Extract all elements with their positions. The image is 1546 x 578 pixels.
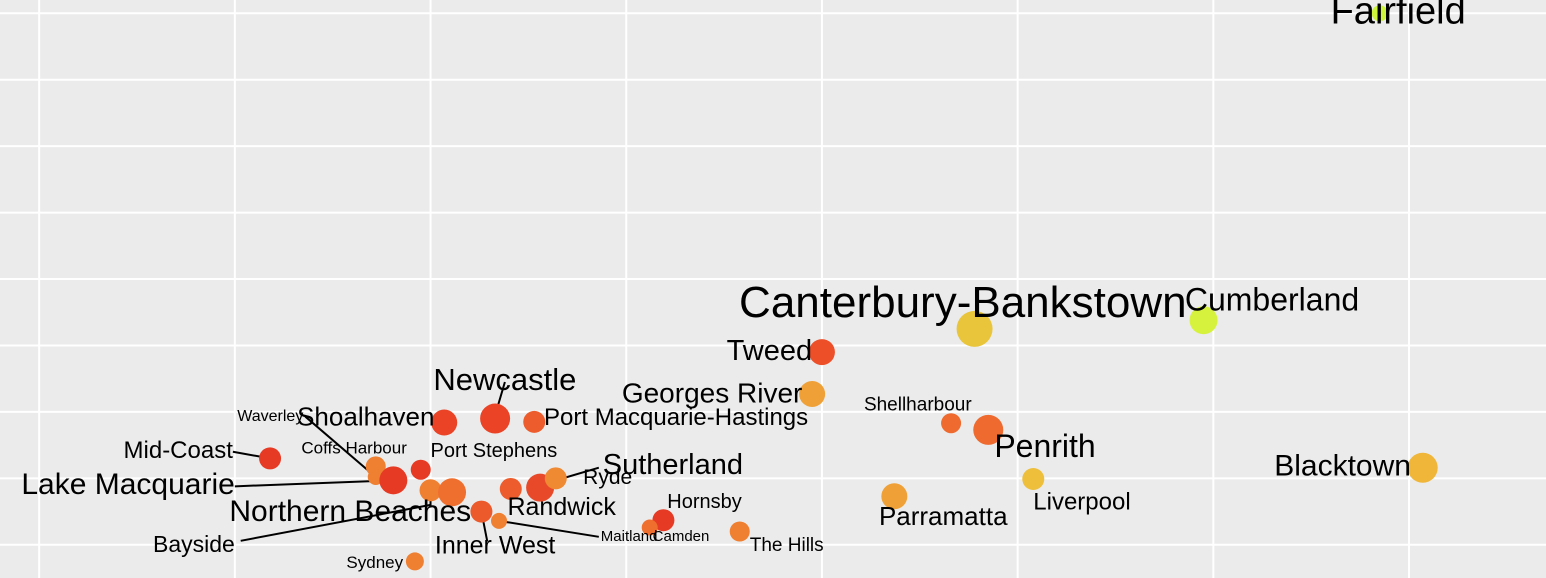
point-label-the-hills: The Hills (750, 535, 824, 556)
point-georges-river (799, 380, 826, 407)
point-shellhardour-2 (973, 414, 1004, 445)
point-label-port-macquarie-hastings: Port Macquarie-Hastings (544, 404, 808, 431)
point-canterbury-bankstown (956, 310, 993, 347)
point-northern-beaches (438, 478, 467, 507)
point-label-waverley: Waverley (237, 408, 303, 425)
point-shellhardour (941, 413, 962, 434)
point-liverpool (1022, 468, 1045, 491)
point-randwick-a (499, 477, 522, 500)
point-label-sydney: Sydney (346, 553, 403, 572)
point-label-georges-river: Georges River (622, 378, 803, 409)
point-maitland (491, 512, 508, 529)
point-tweed (808, 339, 835, 366)
leader-line-lake-macquarie (234, 479, 394, 488)
point-label-penrith: Penrith (994, 428, 1095, 464)
point-port-macquarie-hastings (523, 410, 546, 433)
point-label-blacktown: Blacktown (1274, 450, 1411, 483)
point-label-maitland: Maitland (601, 528, 658, 545)
point-label-mid-coast: Mid-Coast (124, 437, 234, 464)
leader-line-bayside (240, 503, 431, 542)
point-lake-macquarie (379, 466, 408, 495)
point-label-parramatta: Parramatta (879, 501, 1008, 531)
point-parramatta (881, 483, 908, 510)
point-label-coffs-harbour: Coffs Harbour (301, 439, 407, 458)
point-label-inner-west: Inner West (435, 531, 555, 559)
point-hornsby (652, 509, 675, 532)
data-points (259, 5, 1438, 571)
point-label-hornsby: Hornsby (667, 491, 741, 513)
point-northern-beaches-a (419, 479, 442, 502)
point-newcastle (480, 403, 511, 434)
point-label-liverpool: Liverpool (1033, 488, 1130, 515)
point-cumberland (1189, 306, 1218, 335)
point-label-camden: Camden (653, 528, 710, 545)
leader-line-maitland (498, 519, 599, 538)
point-label-bayside: Bayside (153, 531, 235, 557)
point-mid-coast (259, 447, 282, 470)
point-ryde (544, 467, 567, 490)
point-label-randwick: Randwick (507, 493, 616, 521)
point-label-northern-beaches: Northern Beaches (229, 495, 471, 528)
leader-line-waverley (304, 415, 377, 478)
point-label-shellharbour: Shellharbour (864, 394, 972, 415)
point-label-lake-macquarie: Lake Macquarie (21, 468, 234, 501)
point-label-port-stephens: Port Stephens (431, 440, 558, 462)
point-label-fairfield: Fairfield (1331, 0, 1466, 32)
point-label-sutherland: Sutherland (603, 449, 743, 481)
point-label-ryde: Ryde (583, 466, 632, 489)
point-label-newcastle: Newcastle (433, 362, 576, 397)
point-blacktown (1407, 452, 1438, 483)
point-label-shoalhaven: Shoalhaven (297, 401, 434, 431)
point-label-canterbury-bankstown: Canterbury-Bankstown (739, 278, 1187, 327)
point-fairfield (1371, 5, 1388, 22)
point-port-stephens (410, 459, 431, 480)
point-the-hills (729, 521, 750, 542)
point-label-tweed: Tweed (727, 335, 812, 367)
point-shoalhaven (431, 409, 458, 436)
point-camden (641, 519, 658, 536)
point-randwick (470, 500, 493, 523)
point-label-cumberland: Cumberland (1185, 282, 1359, 318)
point-sydney (405, 552, 424, 571)
